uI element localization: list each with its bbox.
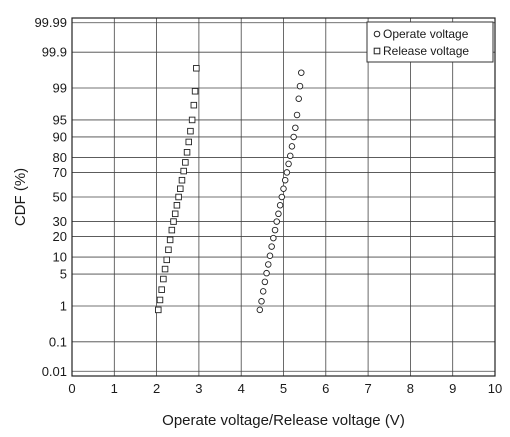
data-point — [190, 101, 198, 109]
data-point — [288, 143, 296, 150]
data-point — [161, 265, 169, 273]
legend-marker-release — [373, 47, 381, 55]
data-point — [155, 306, 162, 314]
y-axis-label: CDF (%) — [12, 168, 29, 226]
x-tick-label: 7 — [364, 381, 371, 396]
series-release — [155, 65, 200, 314]
data-point — [276, 202, 284, 209]
data-point — [259, 288, 267, 295]
y-tick-label: 99.99 — [34, 15, 67, 30]
data-point — [292, 124, 299, 132]
data-point — [193, 65, 200, 72]
y-tick-label: 5 — [60, 267, 67, 282]
y-tick-label: 10 — [53, 250, 67, 265]
data-point — [268, 243, 275, 250]
data-point — [256, 306, 264, 314]
data-point — [258, 298, 265, 305]
y-tick-label: 99 — [53, 80, 67, 95]
data-point — [278, 193, 286, 201]
plot-frame — [71, 17, 496, 377]
y-tick-label: 50 — [53, 190, 67, 205]
y-tick-label: 80 — [53, 150, 67, 165]
data-point — [160, 275, 167, 283]
data-point — [283, 169, 291, 176]
data-point — [266, 252, 274, 259]
data-point — [158, 286, 165, 293]
data-point — [182, 159, 189, 166]
data-point — [178, 176, 186, 184]
x-tick-label: 6 — [322, 381, 329, 396]
legend: Operate voltage Release voltage — [366, 21, 494, 63]
data-point — [177, 185, 184, 192]
data-point — [287, 152, 294, 160]
x-axis-label: Operate voltage/Release voltage (V) — [162, 412, 405, 429]
data-point — [273, 218, 280, 225]
data-point — [163, 256, 171, 264]
y-tick-label: 1 — [60, 299, 67, 314]
data-point — [280, 185, 287, 192]
data-point — [168, 226, 176, 234]
data-point — [191, 87, 199, 95]
data-point — [290, 133, 297, 141]
data-point — [281, 176, 289, 184]
data-point — [175, 193, 182, 201]
x-tick-label: 4 — [238, 381, 245, 396]
data-point — [173, 202, 181, 209]
x-tick-label: 9 — [449, 381, 456, 396]
data-series — [155, 65, 305, 314]
data-point — [165, 246, 172, 254]
data-point — [187, 127, 194, 135]
data-point — [271, 226, 279, 234]
x-tick-label: 1 — [111, 381, 118, 396]
x-tick-label: 5 — [280, 381, 287, 396]
data-point — [293, 111, 301, 119]
data-point — [295, 95, 302, 102]
legend-label-operate: Operate voltage — [383, 27, 469, 41]
data-point — [270, 234, 277, 242]
y-tick-label: 20 — [53, 229, 67, 244]
series-operate — [256, 69, 305, 314]
y-tick-label: 95 — [53, 112, 67, 127]
data-point — [156, 296, 164, 304]
y-tick-label: 90 — [53, 129, 67, 144]
data-point — [185, 138, 192, 146]
y-tick-label: 70 — [53, 165, 67, 180]
data-point — [265, 261, 272, 268]
x-tick-label: 0 — [68, 381, 75, 396]
x-tick-label: 2 — [153, 381, 160, 396]
y-tick-label: 0.01 — [42, 364, 67, 379]
y-tick-label: 99.9 — [42, 45, 67, 60]
data-point — [263, 269, 270, 277]
y-tick-label: 30 — [53, 214, 67, 229]
y-tick-label: 0.1 — [49, 334, 67, 349]
legend-label-release: Release voltage — [383, 44, 469, 58]
data-point — [298, 69, 305, 76]
data-point — [170, 218, 177, 225]
x-tick-label: 8 — [407, 381, 414, 396]
data-point — [188, 116, 196, 124]
data-point — [180, 167, 187, 175]
legend-marker-operate — [373, 30, 381, 38]
x-tick-label: 3 — [195, 381, 202, 396]
data-point — [285, 160, 292, 168]
data-point — [166, 236, 174, 244]
data-point — [296, 82, 304, 90]
legend-box — [366, 21, 494, 63]
data-point — [261, 278, 269, 286]
x-tick-label: 10 — [488, 381, 502, 396]
data-point — [275, 210, 282, 218]
data-point — [171, 210, 179, 218]
data-point — [183, 149, 191, 156]
